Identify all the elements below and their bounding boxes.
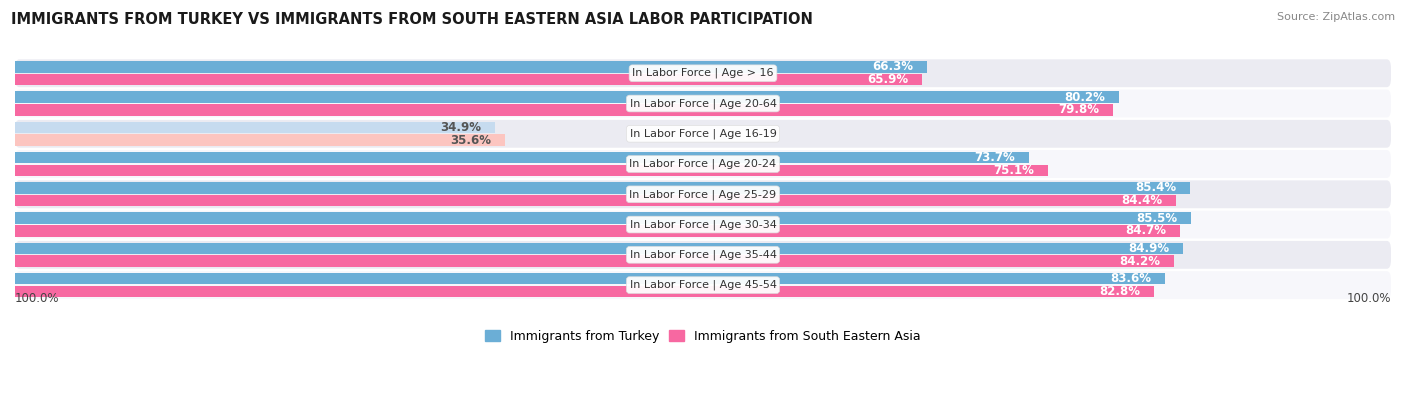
Bar xyxy=(15,195,1177,207)
Bar xyxy=(15,152,1029,164)
Text: In Labor Force | Age 30-34: In Labor Force | Age 30-34 xyxy=(630,219,776,230)
Bar xyxy=(15,91,1119,103)
FancyBboxPatch shape xyxy=(15,59,1391,87)
Text: 66.3%: 66.3% xyxy=(873,60,914,73)
Text: IMMIGRANTS FROM TURKEY VS IMMIGRANTS FROM SOUTH EASTERN ASIA LABOR PARTICIPATION: IMMIGRANTS FROM TURKEY VS IMMIGRANTS FRO… xyxy=(11,12,813,27)
Text: 85.4%: 85.4% xyxy=(1135,181,1177,194)
Text: 84.4%: 84.4% xyxy=(1122,194,1163,207)
FancyBboxPatch shape xyxy=(15,181,1391,208)
Bar xyxy=(15,225,1181,237)
FancyBboxPatch shape xyxy=(15,120,1391,148)
Text: 100.0%: 100.0% xyxy=(1347,292,1391,305)
Text: In Labor Force | Age 20-64: In Labor Force | Age 20-64 xyxy=(630,98,776,109)
Text: 100.0%: 100.0% xyxy=(15,292,59,305)
Bar xyxy=(15,286,1154,297)
Text: In Labor Force | Age > 16: In Labor Force | Age > 16 xyxy=(633,68,773,79)
Bar xyxy=(15,134,505,146)
FancyBboxPatch shape xyxy=(15,271,1391,299)
Text: 79.8%: 79.8% xyxy=(1059,103,1099,117)
Bar xyxy=(15,243,1184,254)
Bar xyxy=(15,74,922,85)
Bar xyxy=(15,256,1174,267)
Bar xyxy=(15,61,928,73)
Text: 83.6%: 83.6% xyxy=(1111,272,1152,285)
Text: 84.2%: 84.2% xyxy=(1119,255,1160,268)
Text: 75.1%: 75.1% xyxy=(994,164,1035,177)
Text: 80.2%: 80.2% xyxy=(1064,91,1105,103)
Text: In Labor Force | Age 35-44: In Labor Force | Age 35-44 xyxy=(630,250,776,260)
FancyBboxPatch shape xyxy=(15,241,1391,269)
Text: 84.9%: 84.9% xyxy=(1129,242,1170,255)
Bar xyxy=(15,182,1189,194)
Bar xyxy=(15,273,1166,284)
Text: In Labor Force | Age 20-24: In Labor Force | Age 20-24 xyxy=(630,159,776,169)
Bar xyxy=(15,122,495,133)
Bar xyxy=(15,165,1049,176)
Text: 82.8%: 82.8% xyxy=(1099,285,1140,298)
Text: 85.5%: 85.5% xyxy=(1136,212,1178,225)
Text: In Labor Force | Age 16-19: In Labor Force | Age 16-19 xyxy=(630,128,776,139)
Text: 84.7%: 84.7% xyxy=(1126,224,1167,237)
Text: In Labor Force | Age 25-29: In Labor Force | Age 25-29 xyxy=(630,189,776,199)
FancyBboxPatch shape xyxy=(15,150,1391,178)
Text: 73.7%: 73.7% xyxy=(974,151,1015,164)
Legend: Immigrants from Turkey, Immigrants from South Eastern Asia: Immigrants from Turkey, Immigrants from … xyxy=(479,325,927,348)
FancyBboxPatch shape xyxy=(15,90,1391,117)
Text: 65.9%: 65.9% xyxy=(868,73,908,86)
Text: In Labor Force | Age 45-54: In Labor Force | Age 45-54 xyxy=(630,280,776,290)
Bar xyxy=(15,213,1191,224)
Text: 35.6%: 35.6% xyxy=(450,134,491,147)
Text: Source: ZipAtlas.com: Source: ZipAtlas.com xyxy=(1277,12,1395,22)
Text: 34.9%: 34.9% xyxy=(440,121,481,134)
Bar xyxy=(15,104,1114,116)
FancyBboxPatch shape xyxy=(15,211,1391,239)
